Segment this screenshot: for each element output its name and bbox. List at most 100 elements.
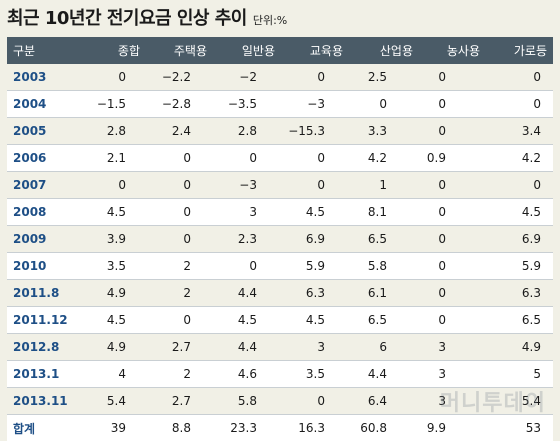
table-cell: 3.5 <box>281 361 349 388</box>
table-cell: 4.9 <box>79 334 146 361</box>
table-cell: 2 <box>146 253 213 280</box>
table-cell: −3 <box>281 91 349 118</box>
row-label: 2005 <box>7 118 79 145</box>
table-cell: 4.9 <box>79 280 146 307</box>
table-cell: 0 <box>486 91 553 118</box>
table-cell: 4.4 <box>349 361 419 388</box>
table-cell: 9.9 <box>419 415 486 441</box>
table-cell: 3 <box>281 334 349 361</box>
row-label: 2009 <box>7 226 79 253</box>
watermark: 머니투데이 <box>440 385 546 417</box>
column-header: 산업용 <box>349 37 419 64</box>
table-cell: 6.3 <box>281 280 349 307</box>
unit-label: 단위:% <box>253 12 287 28</box>
table-cell: 2.8 <box>79 118 146 145</box>
table-cell: 2.7 <box>146 388 213 415</box>
column-header: 농사용 <box>419 37 486 64</box>
table-cell: 0 <box>79 172 146 199</box>
table-cell: 4.5 <box>213 307 281 334</box>
table-cell: 3 <box>419 361 486 388</box>
table-cell: 0 <box>419 280 486 307</box>
table-cell: 60.8 <box>349 415 419 441</box>
table-cell: 39 <box>79 415 146 441</box>
table-cell: 2 <box>146 361 213 388</box>
table-cell: 3 <box>213 199 281 226</box>
table-cell: 0 <box>146 145 213 172</box>
table-cell: 2.4 <box>146 118 213 145</box>
table-cell: 2.8 <box>213 118 281 145</box>
table-cell: 5.8 <box>349 253 419 280</box>
table-cell: 3 <box>419 334 486 361</box>
title-row: 최근 10년간 전기요금 인상 추이 단위:% <box>7 4 287 32</box>
table-cell: 0 <box>281 388 349 415</box>
table-cell: 0 <box>146 307 213 334</box>
table-cell: 0 <box>419 64 486 91</box>
row-label: 2011.8 <box>7 280 79 307</box>
column-header: 교육용 <box>281 37 349 64</box>
table-cell: 5 <box>486 361 553 388</box>
table-cell: 1 <box>349 172 419 199</box>
row-label: 2006 <box>7 145 79 172</box>
row-label: 합계 <box>7 415 79 441</box>
table-cell: 5.4 <box>79 388 146 415</box>
table-cell: 6.9 <box>486 226 553 253</box>
row-label: 2012.8 <box>7 334 79 361</box>
table-cell: 3.5 <box>79 253 146 280</box>
table-cell: 6.5 <box>486 307 553 334</box>
column-header: 주택용 <box>146 37 213 64</box>
table-cell: 0 <box>79 64 146 91</box>
table-cell: 0 <box>486 64 553 91</box>
table-cell: 4.9 <box>486 334 553 361</box>
table-cell: 2.5 <box>349 64 419 91</box>
table-cell: −15.3 <box>281 118 349 145</box>
table-cell: 0 <box>213 145 281 172</box>
table-cell: 6 <box>349 334 419 361</box>
table-cell: 2.3 <box>213 226 281 253</box>
table-cell: 0.9 <box>419 145 486 172</box>
table-cell: 4.5 <box>79 199 146 226</box>
table-cell: 5.9 <box>281 253 349 280</box>
column-header: 구분 <box>7 37 79 64</box>
table-cell: 6.3 <box>486 280 553 307</box>
page-title: 최근 10년간 전기요금 인상 추이 <box>7 4 247 30</box>
table-cell: −1.5 <box>79 91 146 118</box>
table-cell: 5.8 <box>213 388 281 415</box>
table-cell: 4.2 <box>486 145 553 172</box>
table-cell: −2 <box>213 64 281 91</box>
table-cell: 0 <box>419 172 486 199</box>
table-cell: 4.5 <box>281 307 349 334</box>
table-cell: −3.5 <box>213 91 281 118</box>
table-cell: −2.2 <box>146 64 213 91</box>
table-cell: 0 <box>349 91 419 118</box>
table-cell: 0 <box>419 307 486 334</box>
table-cell: 0 <box>419 118 486 145</box>
row-label: 2008 <box>7 199 79 226</box>
row-label: 2013.11 <box>7 388 79 415</box>
table-cell: 16.3 <box>281 415 349 441</box>
table-cell: 8.8 <box>146 415 213 441</box>
table-cell: 0 <box>281 172 349 199</box>
column-header: 가로등 <box>486 37 553 64</box>
table-cell: 8.1 <box>349 199 419 226</box>
table-cell: 6.9 <box>281 226 349 253</box>
table-cell: 0 <box>281 64 349 91</box>
table-cell: 5.9 <box>486 253 553 280</box>
row-label: 2010 <box>7 253 79 280</box>
table-cell: 0 <box>486 172 553 199</box>
table-cell: −3 <box>213 172 281 199</box>
table-cell: 23.3 <box>213 415 281 441</box>
table-cell: 6.5 <box>349 307 419 334</box>
table-cell: 3.9 <box>79 226 146 253</box>
row-label: 2007 <box>7 172 79 199</box>
table-cell: 4.4 <box>213 334 281 361</box>
table-cell: 6.5 <box>349 226 419 253</box>
